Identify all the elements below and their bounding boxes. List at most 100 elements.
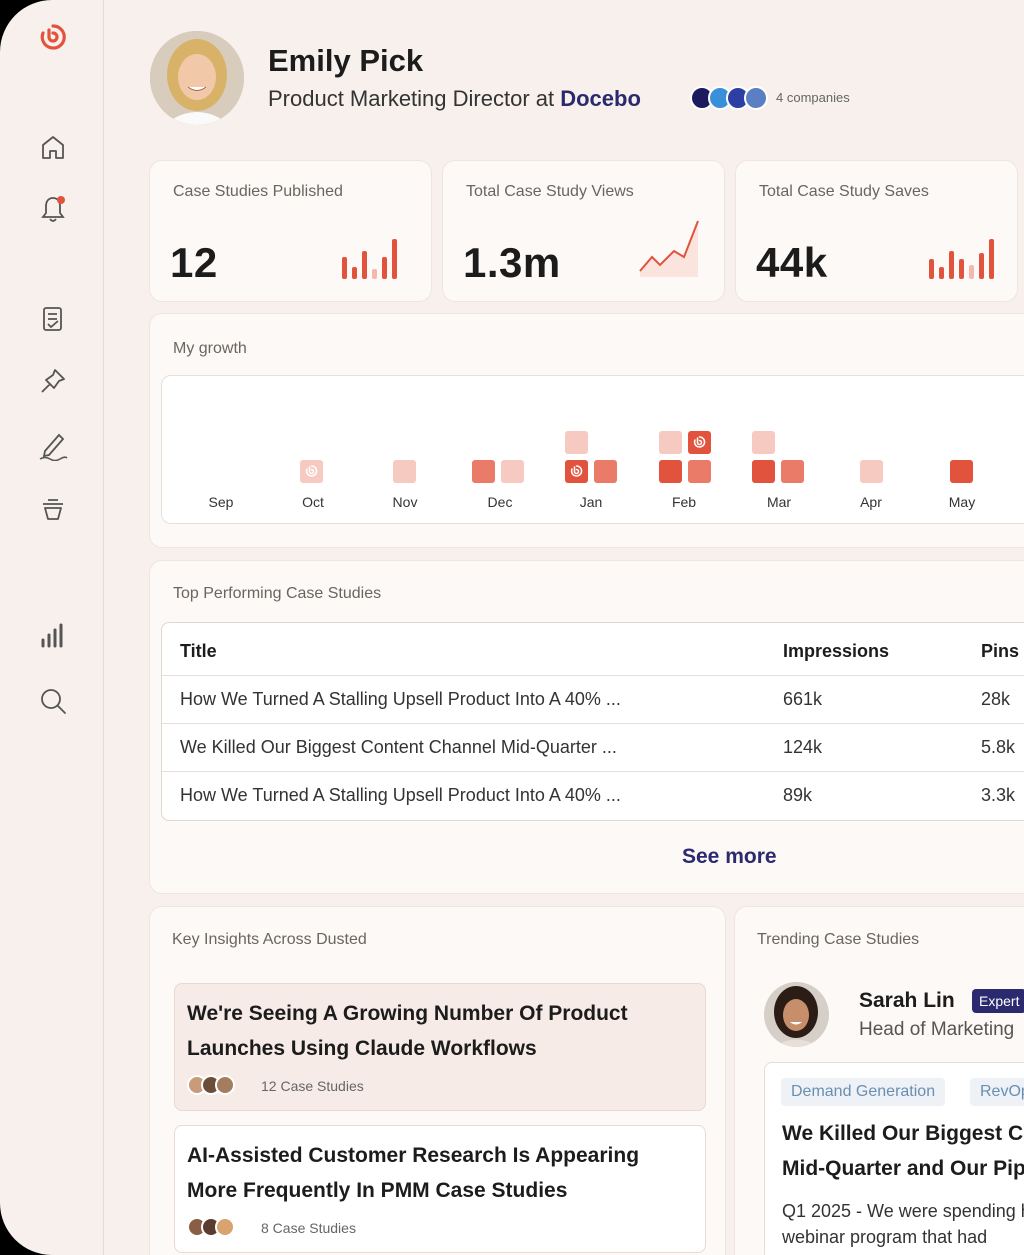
tag-chip[interactable]: RevOps (970, 1078, 1024, 1106)
growth-cell[interactable] (565, 460, 588, 483)
growth-calendar (161, 375, 1024, 524)
pen-write-icon[interactable] (36, 428, 70, 462)
trending-headline[interactable]: We Killed Our Biggest Content Channel Mi… (782, 1122, 1024, 1180)
growth-cell[interactable] (472, 460, 495, 483)
author-name[interactable]: Sarah Lin (859, 989, 955, 1012)
growth-title: My growth (173, 340, 247, 357)
row-title[interactable]: We Killed Our Biggest Content Channel Mi… (180, 737, 617, 757)
month-label: Nov (392, 494, 418, 510)
insight-count: 8 Case Studies (261, 1220, 356, 1236)
companies-count[interactable]: 4 companies (776, 90, 850, 105)
month-label: Apr (860, 494, 882, 510)
avatar (215, 1217, 235, 1237)
stat-label: Case Studies Published (173, 183, 343, 200)
growth-cell[interactable] (393, 460, 416, 483)
swirl-icon (570, 465, 583, 477)
table-row[interactable]: How We Turned A Stalling Upsell Product … (162, 675, 1024, 723)
swirl-icon (305, 465, 318, 477)
avatar[interactable] (150, 31, 244, 125)
stat-card-views: Total Case Study Views 1.3m (443, 161, 724, 301)
company-logos[interactable] (690, 86, 768, 110)
insight-count: 12 Case Studies (261, 1078, 364, 1094)
document-check-icon[interactable] (36, 302, 70, 336)
stat-card-saves: Total Case Study Saves 44k (736, 161, 1017, 301)
growth-cell[interactable] (300, 460, 323, 483)
row-pins: 5.8k (981, 737, 1016, 757)
notification-bell-icon[interactable] (36, 192, 70, 226)
company-logo-icon (744, 86, 768, 110)
growth-cell[interactable] (860, 460, 883, 483)
profile-role: Product Marketing Director at Docebo (268, 86, 641, 112)
tag-chip[interactable]: Demand Generation (781, 1078, 946, 1106)
insight-title: We're Seeing A Growing Number Of Product… (187, 1002, 628, 1060)
month-label: Mar (766, 494, 792, 510)
growth-cell[interactable] (659, 431, 682, 454)
role-text: Product Marketing Director at (268, 86, 555, 111)
swirl-icon (693, 436, 706, 448)
mini-bar-chart-icon (342, 239, 397, 279)
analytics-bars-icon[interactable] (36, 618, 70, 652)
see-more-button[interactable]: See more (682, 845, 777, 868)
logo-icon[interactable] (36, 20, 70, 54)
growth-cell[interactable] (594, 460, 617, 483)
month-label: Feb (671, 494, 697, 510)
growth-cell[interactable] (565, 431, 588, 454)
stat-value: 12 (170, 239, 218, 286)
mini-bar-chart-icon (929, 239, 994, 279)
stat-label: Total Case Study Views (466, 183, 634, 200)
growth-cell[interactable] (950, 460, 973, 483)
month-label: Sep (208, 494, 234, 510)
main-content: Emily Pick Product Marketing Director at… (104, 0, 1024, 1255)
growth-cell[interactable] (752, 460, 775, 483)
mini-line-chart-icon (639, 220, 699, 277)
case-studies-table: Title Impressions Pins How We Turned A S… (161, 622, 1024, 821)
column-header-title[interactable]: Title (180, 641, 217, 661)
trending-snippet: Q1 2025 - We were spending heavily on a … (782, 1201, 1024, 1247)
stat-value: 1.3m (463, 239, 561, 286)
search-icon[interactable] (36, 684, 70, 718)
month-label: Jan (579, 494, 603, 510)
table-row[interactable]: We Killed Our Biggest Content Channel Mi… (162, 723, 1024, 771)
trending-title: Trending Case Studies (757, 931, 920, 948)
insights-title: Key Insights Across Dusted (172, 931, 367, 948)
sidebar (0, 0, 104, 1255)
stack-bowl-icon[interactable] (36, 492, 70, 526)
stat-label: Total Case Study Saves (759, 183, 929, 200)
row-pins: 28k (981, 689, 1011, 709)
insight-title: AI-Assisted Customer Research Is Appeari… (187, 1144, 640, 1202)
author-role: Head of Marketing (859, 1019, 1015, 1040)
author-avatar[interactable] (764, 982, 829, 1047)
growth-cell[interactable] (752, 431, 775, 454)
growth-cell[interactable] (659, 460, 682, 483)
growth-cell[interactable] (501, 460, 524, 483)
row-impressions: 661k (783, 689, 823, 709)
column-header-impressions[interactable]: Impressions (783, 641, 890, 661)
insight-card[interactable]: AI-Assisted Customer Research Is Appeari… (174, 1125, 706, 1253)
row-pins: 3.3k (981, 785, 1016, 805)
growth-cell[interactable] (688, 460, 711, 483)
contributor-avatars (187, 1075, 235, 1095)
month-label: Dec (487, 494, 513, 510)
row-title[interactable]: How We Turned A Stalling Upsell Product … (180, 785, 621, 805)
pin-icon[interactable] (36, 364, 70, 398)
contributor-avatars (187, 1217, 235, 1237)
profile-name: Emily Pick (268, 43, 424, 78)
top-case-studies-title: Top Performing Case Studies (173, 585, 382, 602)
growth-cell[interactable] (688, 431, 711, 454)
row-impressions: 89k (783, 785, 813, 805)
home-icon[interactable] (36, 130, 70, 164)
month-label: May (948, 494, 976, 510)
avatar (215, 1075, 235, 1095)
row-impressions: 124k (783, 737, 823, 757)
column-header-pins[interactable]: Pins (981, 641, 1020, 661)
company-link[interactable]: Docebo (560, 86, 641, 111)
insight-card[interactable]: We're Seeing A Growing Number Of Product… (174, 983, 706, 1111)
stat-value: 44k (756, 239, 828, 286)
month-label: Oct (302, 494, 324, 510)
expert-badge: Expert (972, 989, 1024, 1013)
growth-cell[interactable] (781, 460, 804, 483)
stat-card-published: Case Studies Published 12 (150, 161, 431, 301)
row-title[interactable]: How We Turned A Stalling Upsell Product … (180, 689, 621, 709)
table-row[interactable]: How We Turned A Stalling Upsell Product … (162, 771, 1024, 819)
